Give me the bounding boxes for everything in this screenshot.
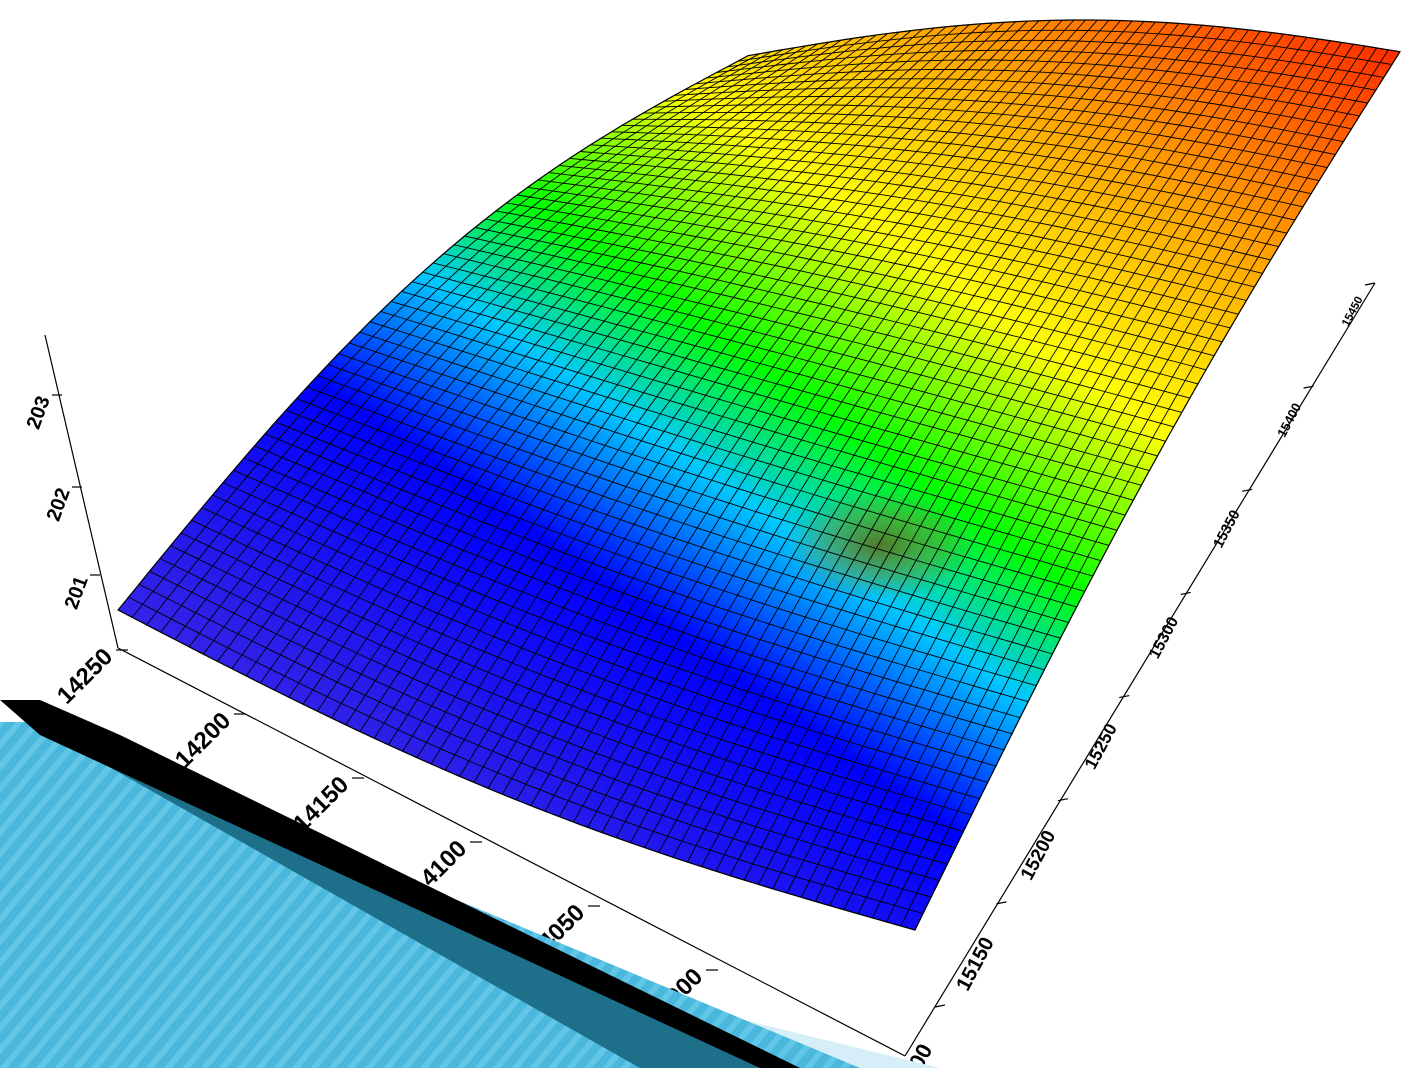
mesh-line-y: [285, 409, 1045, 671]
mesh-line-y: [191, 519, 972, 816]
y-axis-tick-label: 15400: [1274, 401, 1304, 440]
y-axis-tick-label: 15450: [1340, 295, 1366, 329]
mesh-line-y: [642, 111, 1320, 182]
mesh-line-y: [390, 300, 1126, 516]
mesh-line-y: [590, 144, 1279, 248]
z-axis-tick-label: 201: [61, 573, 93, 612]
mesh-line-y: [632, 118, 1312, 195]
y-axis-tick-mark: [934, 1004, 946, 1008]
mesh-line-y: [159, 558, 948, 865]
surface-plot: [117, 19, 1401, 931]
mesh-line-y: [432, 262, 1158, 457]
z-axis-tick-label: 203: [23, 393, 55, 432]
y-axis-tick-mark: [996, 901, 1007, 905]
mesh-line-y: [149, 570, 940, 882]
accent-dark-band: [0, 700, 800, 1068]
mesh-line-y: [506, 202, 1215, 357]
mesh-line-y: [726, 39, 1384, 78]
x-axis-line: [117, 647, 906, 1057]
mesh-line-y: [600, 137, 1287, 234]
mesh-line-y: [716, 49, 1376, 91]
mesh-line-y: [653, 104, 1328, 169]
mesh-line-y: [170, 545, 956, 849]
mesh-line-y: [296, 398, 1053, 655]
mesh-line-y: [380, 310, 1118, 531]
mesh-line-y: [705, 59, 1368, 104]
mesh-line-y: [201, 507, 980, 800]
mesh-line-y: [737, 29, 1392, 65]
x-axis-tick-label: 14250: [52, 643, 118, 709]
mesh-line-y: [359, 331, 1102, 562]
mesh-line-y: [537, 179, 1239, 315]
mesh-line-y: [348, 342, 1093, 577]
mesh-line-y: [684, 78, 1352, 130]
mesh-line-y: [180, 532, 964, 832]
z-axis-line: [44, 334, 119, 649]
mesh-line-y: [569, 157, 1263, 274]
mesh-line-y: [212, 494, 988, 783]
y-axis-tick-mark: [1057, 798, 1068, 802]
surface-outline: [117, 19, 1401, 931]
mesh-line-y: [411, 281, 1142, 486]
mesh-line-y: [516, 194, 1223, 343]
mesh-line-y: [695, 69, 1360, 117]
x-axis-tick-label: 14200: [170, 707, 236, 773]
mesh-line-y: [579, 151, 1271, 261]
mesh-line-y: [474, 227, 1190, 399]
mesh-line-y: [464, 235, 1182, 413]
y-axis-tick-mark: [1303, 385, 1314, 389]
mesh-line-y: [327, 364, 1077, 608]
z-axis-tick-label: 202: [43, 485, 75, 524]
mesh-line-y: [548, 172, 1247, 301]
mesh-line-y: [243, 457, 1013, 735]
mesh-line-y: [138, 583, 932, 898]
y-axis-tick-mark: [1242, 488, 1253, 492]
mesh-line-y: [621, 124, 1304, 208]
mesh-line-y: [485, 218, 1199, 385]
y-axis-tick-label: 15250: [1080, 720, 1121, 773]
mesh-line-y: [663, 95, 1336, 156]
y-axis-tick-mark: [1119, 694, 1130, 699]
slide-accent-decoration: [0, 700, 940, 1068]
mesh-line-y: [275, 421, 1037, 687]
mesh-line-y: [527, 186, 1231, 329]
z-axis-ticks: 201 202 203: [23, 393, 100, 612]
mesh-line-y: [674, 87, 1344, 143]
y-axis-line: [904, 282, 1376, 1057]
mesh-line-y: [422, 271, 1150, 472]
mesh-line-y: [128, 596, 924, 914]
mesh-line-y: [306, 386, 1061, 639]
axes: [44, 282, 1376, 1057]
mesh-line-y: [254, 445, 1021, 719]
mesh-line-y: [558, 164, 1255, 288]
mesh-line-y: [495, 210, 1207, 371]
y-axis-tick-mark: [1364, 282, 1376, 286]
mesh-line-y: [338, 353, 1085, 592]
surface-fill: [118, 20, 1400, 930]
y-axis-tick-mark: [1180, 591, 1191, 596]
y-axis-tick-label: 15350: [1211, 508, 1244, 551]
mesh-line-y: [233, 469, 1005, 751]
y-axis-tick-label: 15150: [952, 933, 999, 994]
mesh-line-y: [401, 290, 1134, 501]
mesh-line-y: [443, 253, 1166, 442]
mesh-line-y: [264, 433, 1029, 703]
y-axis-tick-label: 15300: [1146, 614, 1182, 661]
mesh-line-y: [611, 131, 1295, 221]
mesh-line-y: [222, 482, 996, 767]
mesh-line-y: [453, 244, 1174, 428]
y-axis-tick-label: 15200: [1017, 827, 1060, 884]
mesh-line-y: [317, 375, 1069, 623]
mesh-line-y: [369, 321, 1110, 546]
